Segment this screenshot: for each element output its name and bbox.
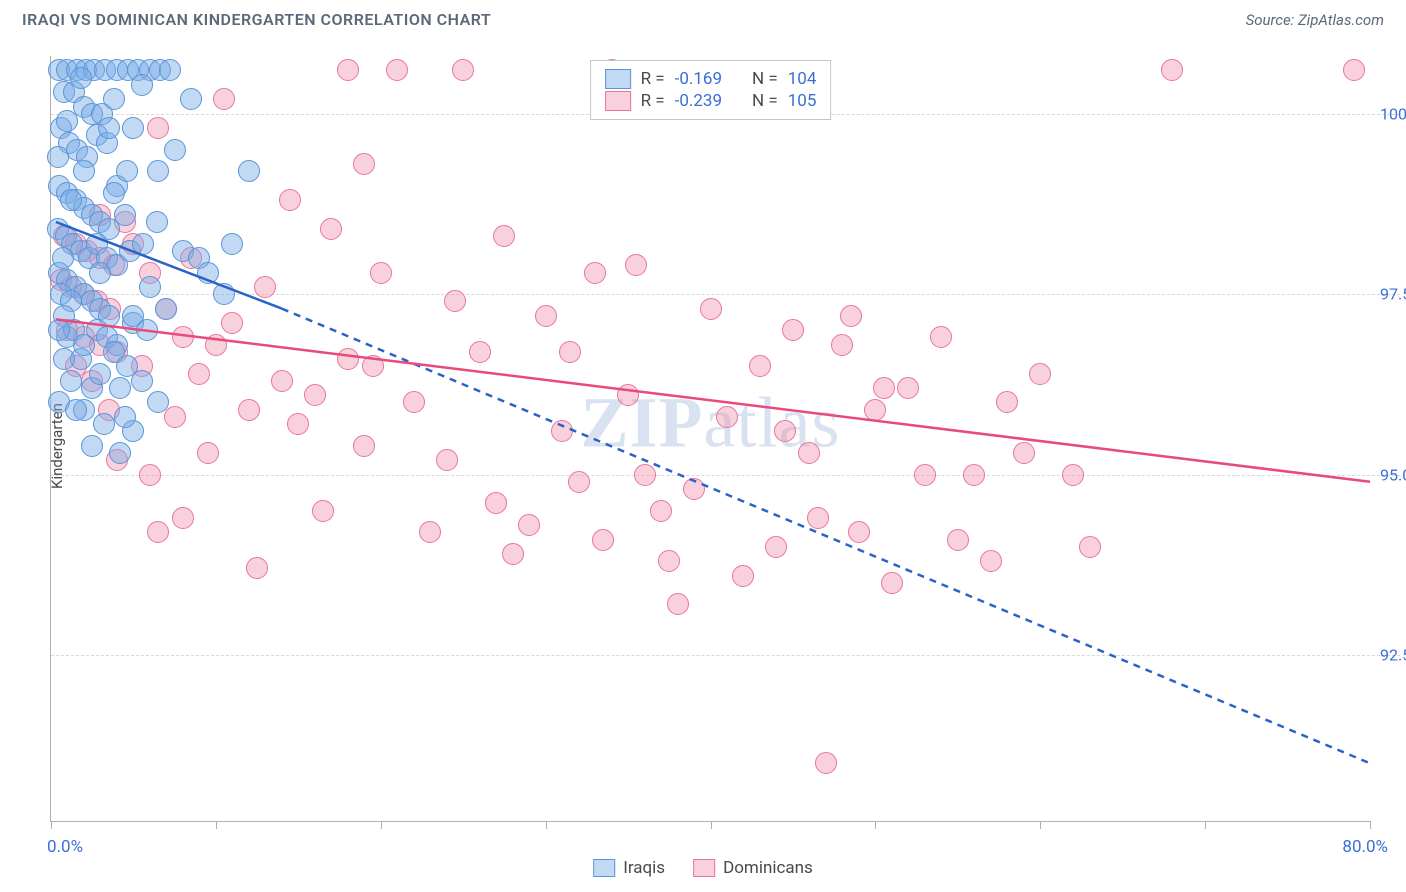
x-tick	[1370, 821, 1371, 829]
series-legend: Iraqis Dominicans	[593, 858, 813, 878]
x-tick	[1205, 821, 1206, 829]
x-tick	[1040, 821, 1041, 829]
x-tick	[546, 821, 547, 829]
y-tick-label: 100.0%	[1380, 104, 1406, 123]
legend-swatch	[593, 859, 615, 877]
legend-n-label: N =	[752, 91, 778, 111]
chart-title: IRAQI VS DOMINICAN KINDERGARTEN CORRELAT…	[22, 10, 491, 29]
legend-n-value: 104	[788, 69, 817, 89]
legend-row: R = -0.239 N = 105	[605, 91, 817, 111]
trend-line	[56, 319, 1370, 481]
legend-swatch	[605, 69, 631, 89]
x-tick	[51, 821, 52, 829]
legend-item: Dominicans	[693, 858, 813, 878]
legend-series-name: Dominicans	[723, 858, 813, 878]
trend-line	[282, 309, 1370, 764]
y-tick-label: 95.0%	[1380, 465, 1406, 484]
chart-header: IRAQI VS DOMINICAN KINDERGARTEN CORRELAT…	[0, 0, 1406, 35]
trend-line	[56, 222, 282, 309]
legend-r-value: -0.169	[675, 69, 722, 89]
x-tick	[711, 821, 712, 829]
legend-r-value: -0.239	[675, 91, 722, 111]
y-tick-label: 97.5%	[1380, 285, 1406, 304]
x-tick	[381, 821, 382, 829]
trend-lines	[51, 56, 1370, 821]
legend-n-value: 105	[788, 91, 817, 111]
legend-row: R = -0.169 N = 104	[605, 69, 817, 89]
legend-r-label: R =	[641, 91, 665, 111]
legend-swatch	[693, 859, 715, 877]
legend-swatch	[605, 91, 631, 111]
chart-container: IRAQI VS DOMINICAN KINDERGARTEN CORRELAT…	[0, 0, 1406, 892]
legend-series-name: Iraqis	[623, 858, 665, 878]
correlation-legend: R = -0.169 N = 104 R = -0.239 N = 105	[590, 60, 832, 120]
y-tick-label: 92.5%	[1380, 646, 1406, 665]
legend-r-label: R =	[641, 69, 665, 89]
plot-area: ZIPatlas R =-0.169N =104R =-0.239N =105 …	[50, 56, 1370, 822]
x-axis-min-label: 0.0%	[47, 837, 83, 857]
chart-source: Source: ZipAtlas.com	[1246, 11, 1384, 29]
legend-item: Iraqis	[593, 858, 665, 878]
legend-n-label: N =	[752, 69, 778, 89]
x-tick	[875, 821, 876, 829]
x-tick	[216, 821, 217, 829]
x-axis-max-label: 80.0%	[1342, 837, 1388, 857]
